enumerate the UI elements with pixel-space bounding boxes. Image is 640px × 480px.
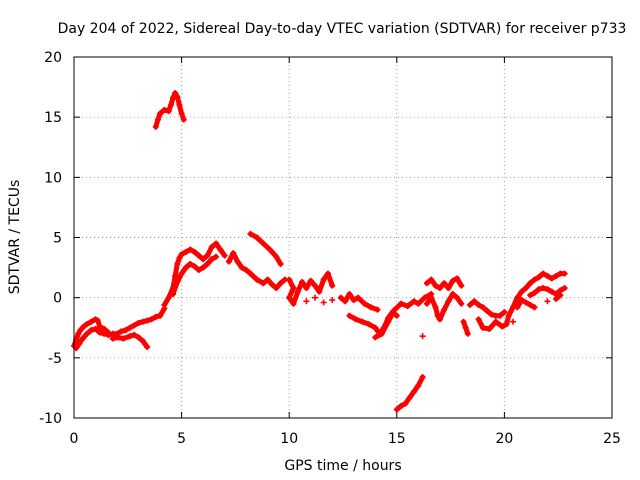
data-trace bbox=[140, 338, 150, 350]
data-trace bbox=[463, 325, 471, 337]
data-trace bbox=[217, 247, 228, 259]
data-point bbox=[510, 318, 517, 325]
y-tick-label: 20 bbox=[44, 50, 62, 66]
data-trace bbox=[368, 304, 380, 313]
data-trace bbox=[422, 291, 434, 301]
y-tick-label: 15 bbox=[44, 110, 62, 126]
data-point bbox=[419, 333, 426, 340]
data-point bbox=[329, 297, 336, 304]
y-tick-label: 5 bbox=[53, 231, 62, 247]
grid bbox=[74, 57, 612, 418]
tick-labels: 0 5 10 15 20 25 -10 -5 0 5 10 15 20 bbox=[39, 50, 621, 447]
data-trace bbox=[557, 285, 568, 293]
data-trace bbox=[454, 295, 464, 307]
data-trace bbox=[179, 111, 187, 123]
data-trace bbox=[101, 326, 111, 336]
data-trace bbox=[209, 254, 219, 262]
data-point bbox=[320, 299, 327, 306]
y-axis-label: SDTVAR / TECUs bbox=[7, 180, 23, 295]
data-trace bbox=[415, 374, 426, 389]
data-point bbox=[303, 298, 310, 305]
y-tick-label: -5 bbox=[48, 351, 62, 367]
data-trace bbox=[325, 271, 335, 289]
data-trace bbox=[527, 302, 538, 310]
y-tick-label: 0 bbox=[53, 291, 62, 307]
y-tick-label: 10 bbox=[44, 170, 62, 186]
x-tick-label: 10 bbox=[280, 431, 298, 447]
data-point bbox=[312, 294, 319, 301]
x-axis-label: GPS time / hours bbox=[284, 458, 401, 474]
data-trace bbox=[454, 275, 464, 289]
x-tick-label: 0 bbox=[70, 431, 79, 447]
chart-title: Day 204 of 2022, Sidereal Day-to-day VTE… bbox=[58, 21, 627, 37]
x-tick-label: 25 bbox=[603, 431, 621, 447]
data-points bbox=[71, 90, 568, 413]
y-tick-label: -10 bbox=[39, 411, 62, 427]
plot-frame bbox=[73, 56, 613, 419]
data-trace bbox=[157, 305, 167, 319]
data-trace bbox=[273, 254, 284, 267]
x-tick-label: 20 bbox=[495, 431, 513, 447]
x-tick-label: 15 bbox=[388, 431, 406, 447]
data-trace bbox=[497, 309, 507, 319]
x-tick-label: 5 bbox=[177, 431, 186, 447]
data-trace bbox=[278, 277, 288, 286]
data-point bbox=[544, 298, 551, 305]
data-trace bbox=[553, 292, 563, 302]
